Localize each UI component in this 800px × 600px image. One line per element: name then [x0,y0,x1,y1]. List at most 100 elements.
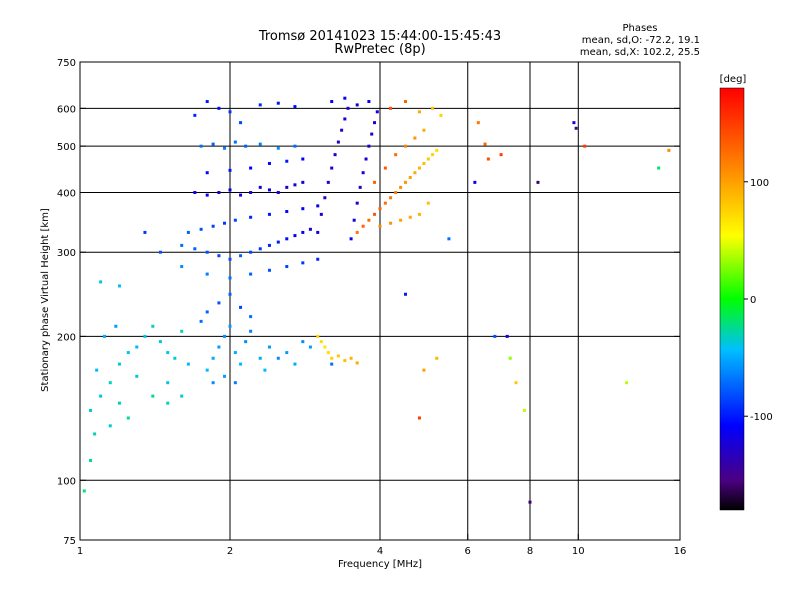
data-point [276,101,280,105]
data-point [285,210,289,214]
data-point [228,276,232,280]
data-point [205,100,209,104]
colorbar-tick-label: -100 [750,412,773,423]
data-point [258,103,262,107]
colorbar-tick-label: 100 [750,178,769,189]
y-tick-label: 200 [57,332,76,343]
data-point [316,230,320,234]
data-point [349,237,353,241]
data-point [223,374,227,378]
data-point [180,265,184,269]
data-point [323,345,327,349]
data-point [249,250,253,254]
data-point [330,166,334,170]
data-point [267,161,271,165]
data-point [244,144,248,148]
data-point [135,345,139,349]
data-point [211,381,215,385]
data-point [193,247,197,251]
data-point [258,356,262,360]
data-point [158,340,162,344]
data-point [233,140,237,144]
y-tick-label: 750 [57,58,76,69]
data-point [223,146,227,150]
data-point [493,334,497,338]
data-point [435,148,439,152]
data-point [217,106,221,110]
data-point [285,185,289,189]
data-point [285,237,289,241]
data-point [217,254,221,258]
data-point [301,157,305,161]
data-point [343,96,347,100]
data-point [574,126,578,130]
data-point [267,188,271,192]
data-point [211,356,215,360]
data-point [126,416,130,420]
data-point [173,356,177,360]
colorbar-ticks: 100 0 -100 [744,178,773,423]
stats-o: mean, sd,O: -72.2, 19.1 [582,35,700,46]
data-point [93,432,97,436]
data-point [361,171,365,175]
stats-x: mean, sd,X: 102.2, 25.5 [580,47,700,58]
data-point [346,106,350,110]
data-point [180,243,184,247]
data-point [383,166,387,170]
data-point [217,301,221,305]
data-point [330,100,334,104]
data-point [355,361,359,365]
data-point [435,356,439,360]
data-point [361,224,365,228]
data-point [293,105,297,109]
data-point [193,113,197,117]
data-point [426,201,430,205]
data-point [217,345,221,349]
y-tick-label: 600 [57,104,76,115]
data-point [383,201,387,205]
data-point [108,424,112,428]
data-point [367,144,371,148]
data-point [373,212,377,216]
x-tick-label: 10 [572,546,585,557]
data-point [301,180,305,184]
data-point [233,381,237,385]
data-point [89,458,93,462]
x-tick-label: 2 [227,546,233,557]
data-point [258,247,262,251]
data-point [336,140,340,144]
data-point [228,168,232,172]
data-point [316,204,320,208]
y-tick-label: 500 [57,142,76,153]
data-point [447,237,451,241]
data-point [151,394,155,398]
data-point [211,142,215,146]
data-point [143,230,147,234]
data-point [399,185,403,189]
grid-lines [80,62,680,540]
data-point [117,284,121,288]
data-point [422,368,426,372]
data-point [205,272,209,276]
data-point [667,148,671,152]
data-point [249,315,253,319]
data-point [249,215,253,219]
data-point [308,345,312,349]
data-point [223,221,227,225]
data-point [258,142,262,146]
data-point [249,166,253,170]
x-axis-label: Frequency [MHz] [338,559,422,570]
data-point [483,142,487,146]
data-point [417,212,421,216]
data-point [319,212,323,216]
data-point [499,153,503,157]
data-point [375,110,379,114]
data-point [239,305,243,309]
data-point [657,166,661,170]
data-point [82,489,86,493]
data-point [323,196,327,200]
colorbar-label: [deg] [720,74,747,85]
data-point [205,250,209,254]
data-point [143,334,147,338]
